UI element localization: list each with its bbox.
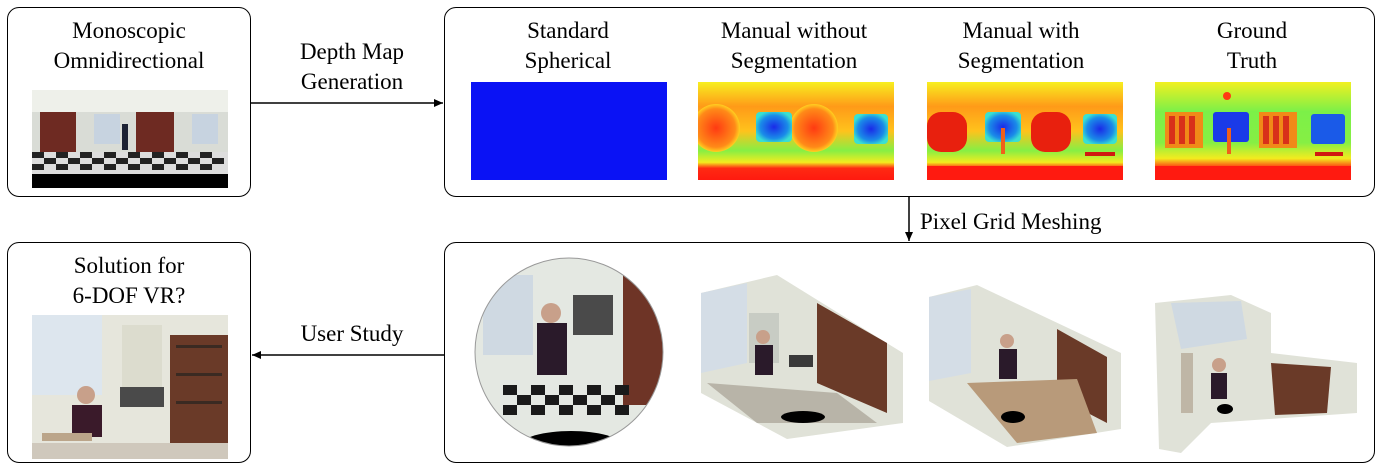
- depth-map-panel: Standard Spherical Manual without Segmen…: [444, 7, 1375, 197]
- manual-without-segmentation-mesh: [697, 273, 905, 441]
- depth-map-title-3-line1: Manual with: [962, 18, 1080, 43]
- output-panel: Solution for 6-DOF VR?: [7, 242, 251, 463]
- spherical-mesh-render: [473, 255, 667, 453]
- depth-map-title-4-line1: Ground: [1216, 18, 1288, 43]
- input-panel: Monoscopic Omnidirectional: [7, 7, 251, 197]
- pixel-grid-meshing-label: Pixel Grid Meshing: [920, 209, 1102, 234]
- omnidirectional-image: [32, 90, 228, 188]
- depth-map-title-2-line2: Segmentation: [730, 48, 858, 73]
- depth-generation-label-line2: Generation: [300, 69, 404, 94]
- depth-map-title-2-line1: Manual without: [720, 18, 868, 43]
- depth-map-title-1-line2: Spherical: [524, 48, 612, 73]
- vr-view-image: [32, 315, 228, 459]
- depth-generation-label-line1: Depth Map: [299, 39, 405, 64]
- depth-map-title-1-line1: Standard: [527, 18, 609, 43]
- depth-map-title-4-line2: Truth: [1226, 48, 1278, 73]
- ground-truth-mesh: [1151, 293, 1361, 457]
- input-title-line2: Omnidirectional: [53, 48, 205, 73]
- depth-map-title-3-line2: Segmentation: [957, 48, 1085, 73]
- output-title-line2: 6-DOF VR?: [72, 283, 186, 308]
- mesh-panel: [444, 242, 1375, 463]
- manual-without-segmentation-depth-map: [698, 82, 894, 180]
- ground-truth-depth-map: [1155, 82, 1351, 180]
- standard-spherical-depth-map: [471, 82, 667, 180]
- output-title-line1: Solution for: [73, 253, 185, 278]
- user-study-label: User Study: [300, 321, 404, 346]
- manual-with-segmentation-depth-map: [927, 82, 1123, 180]
- manual-with-segmentation-mesh: [927, 283, 1123, 449]
- input-title-line1: Monoscopic: [72, 18, 186, 43]
